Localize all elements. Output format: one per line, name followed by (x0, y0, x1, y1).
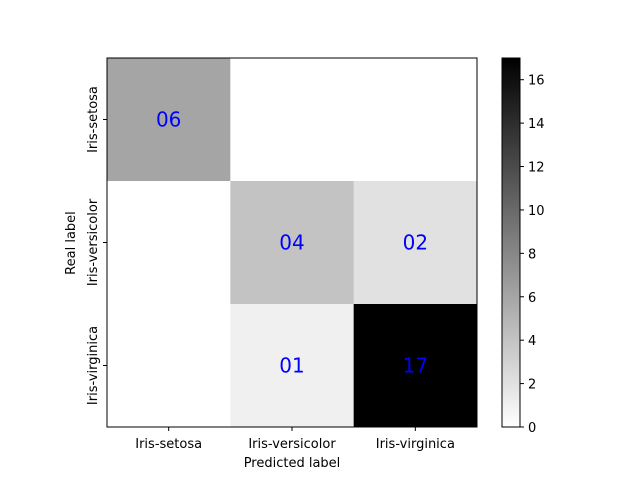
x-tick-label: Iris-versicolor (248, 437, 336, 452)
heatmap-cell-0-2 (353, 58, 478, 182)
y-tick-label: Iris-virginica (86, 326, 101, 405)
heatmap-cell-0-1 (230, 58, 355, 182)
heatmap-cell-2-0 (107, 304, 231, 428)
x-tick-label: Iris-virginica (376, 437, 455, 452)
y-tick-label: Iris-versicolor (86, 198, 101, 286)
heatmap-cell-2-2 (353, 304, 478, 428)
cell-annotations: 06 04 02 01 17 (156, 108, 428, 378)
x-axis-ticks: Iris-setosa Iris-versicolor Iris-virginica (135, 427, 455, 452)
y-axis-ticks: Iris-setosa Iris-versicolor Iris-virginica (86, 86, 107, 405)
x-tick-label: Iris-setosa (135, 437, 202, 452)
heatmap-cells (107, 58, 478, 428)
heatmap-cell-0-0 (107, 58, 231, 182)
colorbar-tick-label: 4 (528, 334, 536, 349)
y-axis-label: Real label (64, 211, 79, 275)
cell-label-2-2: 17 (403, 354, 428, 378)
cell-label-1-2: 02 (403, 231, 428, 255)
colorbar-tick-label: 10 (528, 204, 545, 219)
heatmap-cell-2-1 (230, 304, 355, 428)
heatmap-cell-1-2 (353, 181, 478, 305)
colorbar-tick-label: 2 (528, 378, 536, 393)
cell-label-0-0: 06 (156, 108, 181, 132)
heatmap-cell-1-1 (230, 181, 355, 305)
colorbar-ticks: 0 2 4 6 8 10 12 14 16 (520, 74, 545, 436)
y-tick-label: Iris-setosa (86, 86, 101, 153)
colorbar-tick-label: 12 (528, 161, 545, 176)
heatmap-cell-1-0 (107, 181, 231, 305)
cell-label-1-1: 04 (279, 231, 304, 255)
cell-label-2-1: 01 (279, 354, 304, 378)
colorbar-tick-label: 0 (528, 421, 536, 436)
x-axis-label: Predicted label (244, 456, 341, 471)
colorbar-tick-label: 8 (528, 247, 536, 262)
colorbar-tick-label: 16 (528, 74, 545, 89)
colorbar-tick-label: 6 (528, 291, 536, 306)
colorbar-tick-label: 14 (528, 117, 545, 132)
colorbar (501, 57, 521, 428)
